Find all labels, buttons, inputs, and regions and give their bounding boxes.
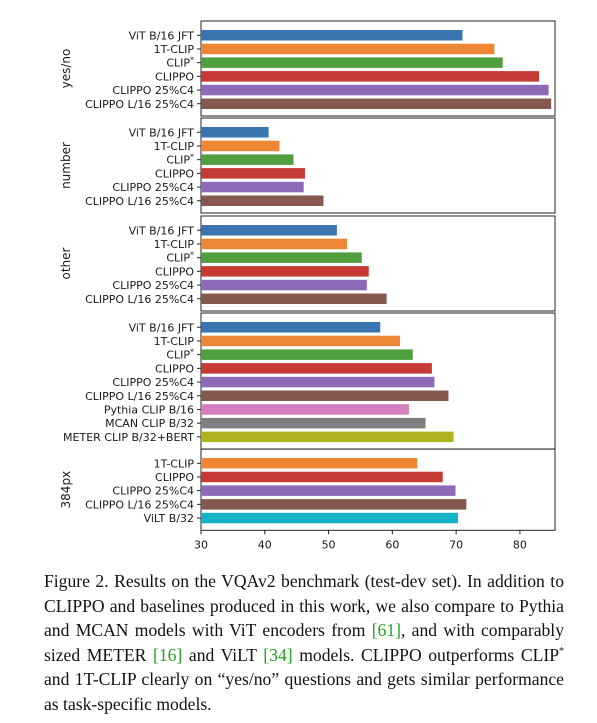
x-tick-label: 80: [513, 538, 527, 551]
bar-clip: [201, 252, 362, 263]
x-tick-label: 40: [258, 538, 272, 551]
bar-clippo-25-c4: [201, 376, 435, 388]
y-tick-label: Pythia CLIP B/16: [104, 403, 194, 416]
bar-clip: [201, 154, 294, 165]
bar-clip: [201, 57, 503, 68]
y-tick-label: CLIPPO: [155, 471, 194, 484]
bar-1t-clip: [201, 238, 348, 250]
y-tick-label: MCAN CLIP B/32: [105, 417, 194, 430]
panel-label: number: [59, 142, 73, 189]
y-tick-label: ViLT B/32: [144, 512, 194, 525]
y-tick-label: 1T-CLIP: [154, 335, 195, 348]
y-tick-label: ViT B/16 JFT: [129, 321, 195, 334]
y-tick-label: CLIPPO: [155, 265, 194, 278]
bar-1t-clip: [201, 335, 401, 347]
y-tick-label: CLIPPO: [155, 362, 194, 375]
y-tick-label: ViT B/16 JFT: [129, 29, 195, 42]
y-tick-label: CLIPPO L/16 25%C4: [85, 293, 194, 306]
y-tick-label: CLIP*: [166, 251, 194, 265]
caption-superscript: *: [558, 645, 564, 657]
bar-vit-b-16-jft: [201, 30, 463, 41]
bar-clippo: [201, 168, 305, 179]
y-tick-label: CLIPPO 25%C4: [112, 485, 194, 498]
panel-label: yes/no: [59, 49, 73, 89]
x-tick-label: 50: [322, 538, 336, 551]
bar-meter-clip-b-32-bert: [201, 431, 454, 443]
panel-frame: [200, 20, 556, 117]
y-tick-label: ViT B/16 JFT: [129, 126, 195, 139]
panel-label: 384px: [59, 471, 73, 509]
bar-pythia-clip-b-16: [201, 404, 409, 415]
bar-vilt-b-32: [201, 512, 459, 524]
y-tick-label: CLIPPO L/16 25%C4: [85, 390, 194, 403]
caption-mid-1: , and with comparably sized METER: [44, 620, 564, 665]
panel-label: other: [59, 247, 73, 279]
y-tick-label: METER CLIP B/32+BERT: [63, 431, 194, 444]
y-tick-label: CLIPPO: [155, 70, 194, 83]
bar-clippo-l-16-25-c4: [201, 195, 324, 206]
bar-clippo-25-c4: [201, 181, 304, 193]
caption-mid-2: and ViLT: [182, 644, 264, 665]
bar-1t-clip: [201, 458, 418, 469]
bar-mcan-clip-b-32: [201, 417, 426, 429]
y-tick-label: 1T-CLIP: [154, 457, 195, 470]
bar-clippo-l-16-25-c4: [201, 98, 552, 109]
y-tick-label: CLIP*: [166, 348, 194, 362]
y-tick-label: 1T-CLIP: [154, 43, 195, 56]
y-tick-label: CLIP*: [166, 153, 194, 167]
bar-vit-b-16-jft: [201, 322, 381, 333]
bar-clippo-25-c4: [201, 84, 549, 96]
bar-vit-b-16-jft: [201, 127, 269, 138]
caption-mid-3: models. CLIPPO outperforms CLIP: [292, 644, 559, 665]
x-tick-label: 60: [385, 538, 399, 551]
figure-caption: Figure 2. Results on the VQAv2 benchmark…: [44, 569, 564, 717]
bar-clip: [201, 349, 413, 360]
bar-1t-clip: [201, 140, 280, 152]
caption-ref-61[interactable]: [61]: [371, 620, 401, 641]
y-tick-label: CLIPPO 25%C4: [112, 84, 194, 97]
y-tick-label: 1T-CLIP: [154, 140, 195, 153]
bar-clippo: [201, 363, 432, 374]
bar-vit-b-16-jft: [201, 225, 337, 236]
bar-clippo-25-c4: [201, 279, 367, 291]
bar-clippo: [201, 71, 540, 82]
bar-clippo: [201, 471, 443, 483]
bar-1t-clip: [201, 43, 495, 55]
y-tick-label: ViT B/16 JFT: [129, 224, 195, 237]
x-tick-label: 30: [194, 538, 208, 551]
bar-clippo-25-c4: [201, 485, 456, 496]
y-tick-label: CLIPPO L/16 25%C4: [85, 98, 194, 111]
x-tick-label: 70: [449, 538, 463, 551]
panel-frame: [200, 117, 556, 214]
y-tick-label: CLIP*: [166, 56, 194, 70]
caption-ref-16[interactable]: [16]: [152, 644, 183, 665]
y-tick-label: CLIPPO 25%C4: [112, 376, 194, 389]
caption-lead: Figure 2. Results on the VQAv2 benchmark…: [44, 571, 564, 641]
y-tick-label: CLIPPO: [155, 167, 194, 180]
bar-clippo-l-16-25-c4: [201, 390, 449, 401]
y-tick-label: CLIPPO L/16 25%C4: [85, 498, 194, 511]
bar-clippo-l-16-25-c4: [201, 293, 387, 304]
y-tick-label: CLIPPO 25%C4: [112, 181, 194, 194]
y-tick-label: CLIPPO L/16 25%C4: [85, 195, 194, 208]
panel-frame: [200, 215, 556, 312]
bar-clippo: [201, 266, 369, 277]
caption-tail: and 1T-CLIP clearly on “yes/no” question…: [44, 669, 564, 714]
caption-ref-34[interactable]: [34]: [263, 644, 293, 665]
y-tick-label: 1T-CLIP: [154, 238, 195, 251]
y-tick-label: CLIPPO 25%C4: [112, 279, 194, 292]
bar-clippo-l-16-25-c4: [201, 499, 467, 510]
